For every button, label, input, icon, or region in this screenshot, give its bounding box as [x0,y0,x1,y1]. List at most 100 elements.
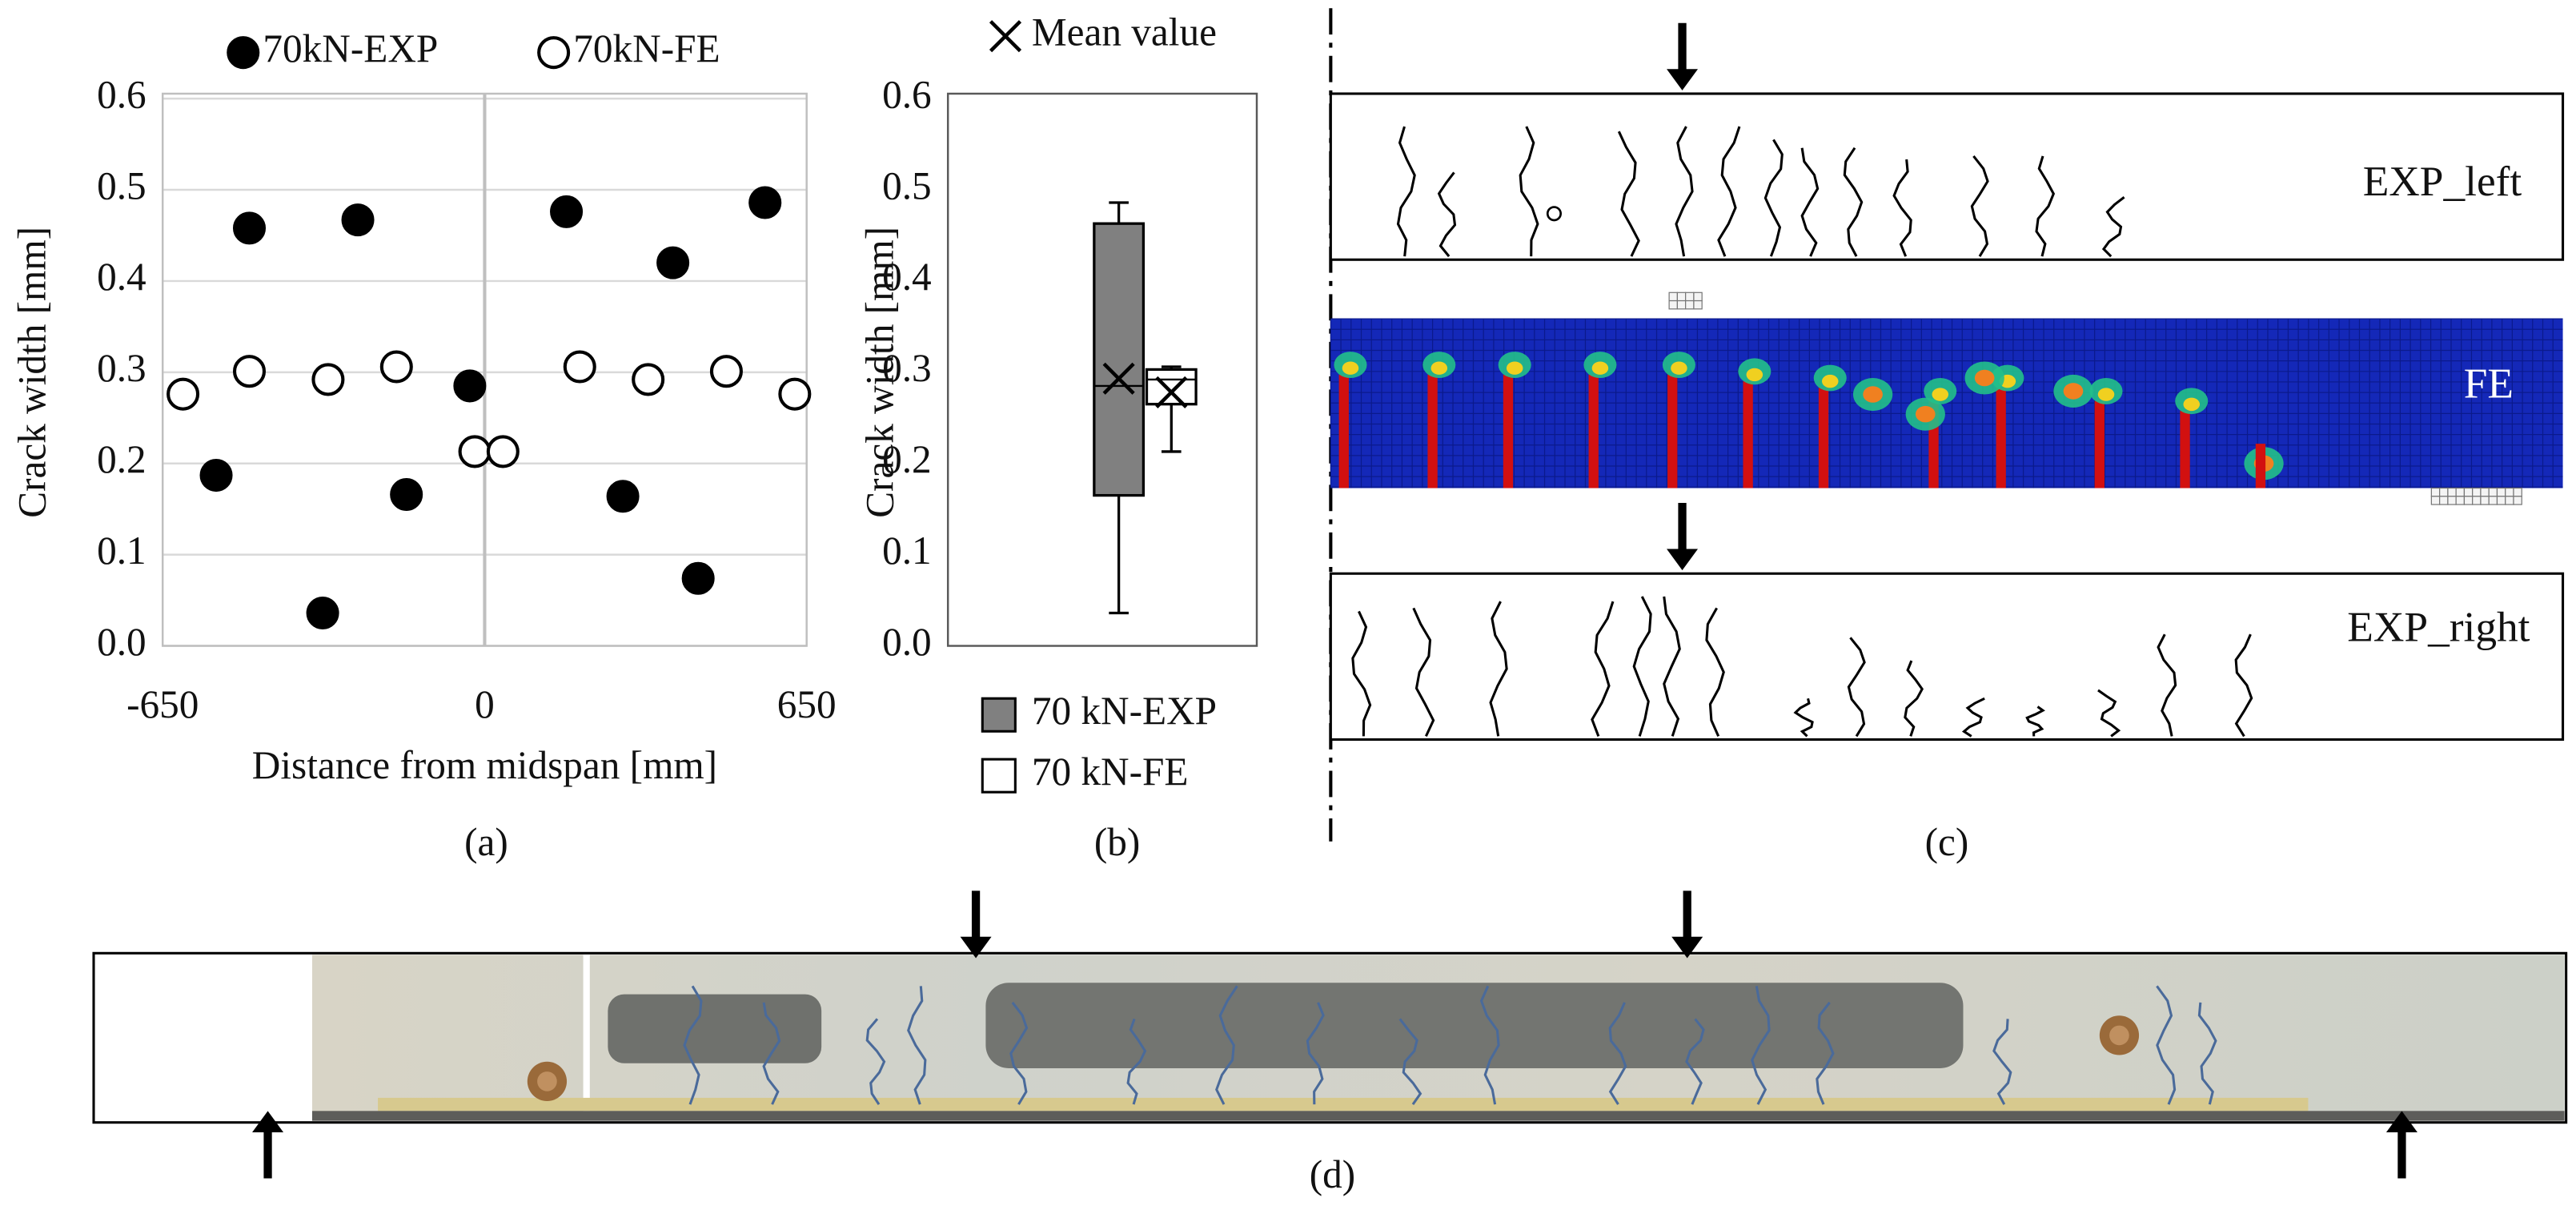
load-arrow [2385,1111,2418,1179]
crack [1800,147,1820,257]
fe-crack [2180,411,2190,488]
bolt [2109,1025,2129,1046]
scatter-point [453,369,487,403]
caption: (d) [1310,1152,1355,1196]
fe-blob [1746,368,1763,382]
support-pad [2472,496,2482,505]
y-tick-label: 0.1 [97,529,146,573]
crack [1705,607,1725,738]
fe-blob [1821,374,1839,388]
scatter-point [656,246,690,279]
cross-stroke [1155,376,1188,408]
support-pad [2513,487,2522,497]
scatter-point [486,435,520,468]
x-tick-label: -650 [126,682,199,726]
support-pad [1693,299,1703,310]
y-tick-label: 0.4 [97,255,146,299]
scatter-point [199,459,233,492]
support-pad [2463,487,2474,497]
x-axis-label: Distance from midspan [mm] [252,743,717,787]
cross-stroke [989,20,1022,53]
crack [2025,705,2045,737]
crack [1479,985,1500,1105]
legend-marker [537,36,571,70]
crack [1591,601,1615,737]
dark-patch [985,983,1964,1068]
scatter-point [379,350,413,384]
crack [1970,155,1989,257]
y-axis-label: Crack width [mm] [10,227,54,518]
mean-marker [1102,362,1135,395]
y-tick-label: 0.2 [97,437,146,481]
crack [1816,1001,1835,1105]
y-tick-label: 0.5 [97,163,146,207]
scatter-point [311,363,345,396]
crack-loop [1546,206,1563,222]
arrow-shape [2385,1111,2418,1179]
fe-blob [2097,388,2115,401]
support-pad [2472,487,2482,497]
panel-label: EXP_left [2363,157,2522,205]
crack [1009,1001,1029,1105]
legend-label: 70kN-EXP [263,26,438,70]
crack [1675,126,1694,257]
support-pad [1668,299,1678,310]
scatter-point [563,350,596,384]
scatter-point [778,377,812,411]
support-pad [2430,487,2441,497]
crack [1632,596,1652,737]
crack [1892,159,1912,257]
scatter-point [167,377,200,411]
crack [1398,1018,1422,1106]
fe-crack [1996,388,2006,488]
box [1145,368,1198,406]
crack [907,986,927,1105]
ruler [378,1097,2309,1111]
crack [1843,147,1864,257]
fe-crack [1503,374,1514,488]
scatter-point [748,186,782,219]
crack [1306,1002,1325,1105]
fe-crack [1743,381,1753,488]
y-tick-label: 0.1 [882,529,932,573]
support-pad [2455,487,2466,497]
scatter-point [709,355,743,388]
scatter-point [232,355,267,388]
crack [2234,633,2253,738]
fe-blob [1430,361,1448,375]
arrow-shape [1667,22,1699,90]
scatter-point [550,195,584,228]
crack [683,985,703,1105]
arrow-shape [252,1111,284,1179]
crack [1847,637,1866,738]
crack [1904,660,1924,737]
fe-crack [1588,374,1599,488]
legend-swatch [981,758,1017,794]
crack [2157,633,2177,737]
scatter-point [458,435,492,468]
legend-label: Mean value [1032,10,1217,54]
support-pad [2496,496,2506,505]
crack [2156,985,2177,1105]
fe-blob [1671,361,1687,375]
support-pad [2505,496,2514,505]
crack [1961,697,1985,738]
scatter-point [341,203,375,237]
fe-crack [2094,400,2105,488]
crack [2097,689,2121,738]
support-pad [2480,487,2490,497]
fe-blob [2063,383,2084,400]
y-tick-label: 0.0 [882,620,932,664]
crack [1617,131,1640,257]
crack [1992,1019,2012,1105]
x-tick-label: 650 [777,682,837,726]
crack [1351,610,1372,737]
fe-blob [1932,388,1949,401]
load-arrow [1667,502,1699,571]
fe-blob [1342,361,1359,375]
crack [2101,196,2125,258]
scatter-point [232,211,267,245]
y-axis-label: Crack width [mm] [857,227,901,518]
x-tick-label: 0 [475,682,495,726]
exp-left-frame [1329,92,2565,261]
